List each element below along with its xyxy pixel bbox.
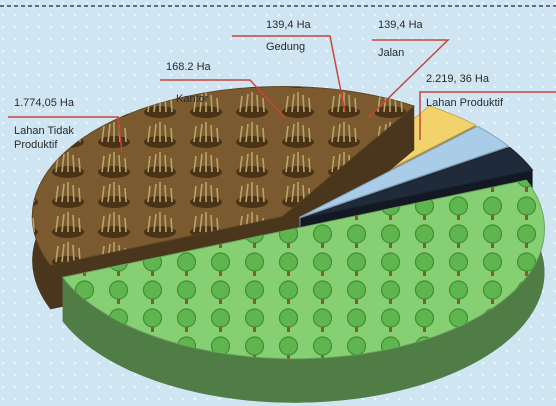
leader-line: [367, 39, 450, 119]
grass-texture: [32, 86, 415, 266]
value-label: 1.774,05 Ha: [14, 97, 74, 109]
slice-side: [62, 180, 545, 403]
category-label: Jalan: [378, 47, 405, 59]
leader-line: [160, 79, 286, 119]
leader-lines: [8, 35, 556, 153]
pie: [31, 86, 545, 403]
leader-line: [232, 35, 346, 113]
slice: [61, 179, 545, 403]
slice-top: [300, 146, 534, 220]
slice-top: [299, 125, 510, 218]
value-label: 139,4 Ha: [266, 19, 311, 31]
category-label: Gedung: [266, 41, 306, 53]
value-label: 2.219, 36 Ha: [426, 73, 489, 85]
value-label: 168.2 Ha: [166, 61, 211, 73]
category-label: Lahan Produktif: [426, 97, 504, 109]
category-label: Lahan Tidak Produktif: [14, 125, 74, 151]
tree-texture: [62, 180, 545, 359]
value-label: 139,4 Ha: [378, 19, 423, 31]
leader-line: [419, 91, 556, 140]
category-label: Kantor: [176, 93, 209, 105]
leader-line: [8, 116, 123, 153]
